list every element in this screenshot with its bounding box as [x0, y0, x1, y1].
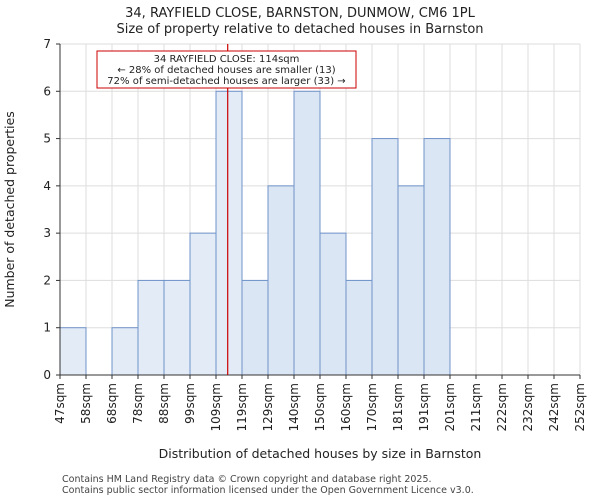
histogram-bar	[371, 138, 399, 376]
y-tick-label: 7	[43, 37, 51, 51]
y-tick-label: 4	[43, 179, 51, 193]
histogram-bar	[397, 185, 425, 376]
x-tick-label: 47sqm	[53, 383, 67, 424]
x-tick-label: 242sqm	[547, 383, 561, 431]
annotation-smaller: ← 28% of detached houses are smaller (13…	[117, 65, 335, 76]
chart-title: 34, RAYFIELD CLOSE, BARNSTON, DUNMOW, CM…	[125, 6, 475, 21]
x-tick-label: 68sqm	[105, 383, 119, 424]
y-tick-label: 6	[43, 84, 51, 98]
histogram-bar	[241, 279, 269, 376]
annotation-box	[96, 50, 357, 89]
histogram-bar	[59, 327, 87, 376]
histogram-bar	[319, 232, 347, 376]
annotation-larger: 72% of semi-detached houses are larger (…	[107, 76, 345, 87]
x-tick-label: 109sqm	[209, 383, 223, 431]
histogram-bar	[293, 90, 321, 376]
x-tick-label: 232sqm	[521, 383, 535, 431]
y-tick-label: 2	[43, 273, 51, 287]
x-tick-label: 201sqm	[443, 383, 457, 431]
y-axis-label: Number of detached properties	[2, 111, 17, 308]
histogram-bar	[111, 327, 139, 376]
y-tick-label: 5	[43, 132, 51, 146]
x-tick-label: 88sqm	[157, 383, 171, 424]
x-tick-label: 119sqm	[235, 383, 249, 431]
histogram-bar	[215, 90, 243, 376]
y-tick-label: 1	[43, 321, 51, 335]
footer-licence: Contains public sector information licen…	[62, 485, 474, 496]
x-tick-label: 181sqm	[391, 383, 405, 431]
x-tick-label: 58sqm	[79, 383, 93, 424]
histogram-bar	[137, 279, 165, 376]
x-tick-label: 150sqm	[313, 383, 327, 431]
x-tick-label: 191sqm	[417, 383, 431, 431]
x-tick-label: 160sqm	[339, 383, 353, 431]
x-tick-label: 211sqm	[469, 383, 483, 431]
y-tick-label: 0	[43, 368, 51, 382]
x-axis-label: Distribution of detached houses by size …	[159, 446, 482, 461]
x-tick-label: 252sqm	[573, 383, 587, 431]
footer-copyright: Contains HM Land Registry data © Crown c…	[62, 474, 432, 485]
histogram-bar	[267, 185, 295, 376]
x-tick-label: 222sqm	[495, 383, 509, 431]
x-tick-label: 140sqm	[287, 383, 301, 431]
histogram-bar	[423, 138, 451, 376]
chart-subtitle: Size of property relative to detached ho…	[116, 22, 484, 37]
x-tick-label: 99sqm	[183, 383, 197, 424]
y-tick-label: 3	[43, 226, 51, 240]
x-tick-label: 170sqm	[365, 383, 379, 431]
annotation-title: 34 RAYFIELD CLOSE: 114sqm	[154, 54, 300, 65]
histogram-bar	[189, 232, 217, 376]
x-tick-label: 78sqm	[131, 383, 145, 424]
histogram-bar	[163, 279, 191, 376]
x-tick-label: 129sqm	[261, 383, 275, 431]
histogram-bar	[345, 279, 373, 376]
